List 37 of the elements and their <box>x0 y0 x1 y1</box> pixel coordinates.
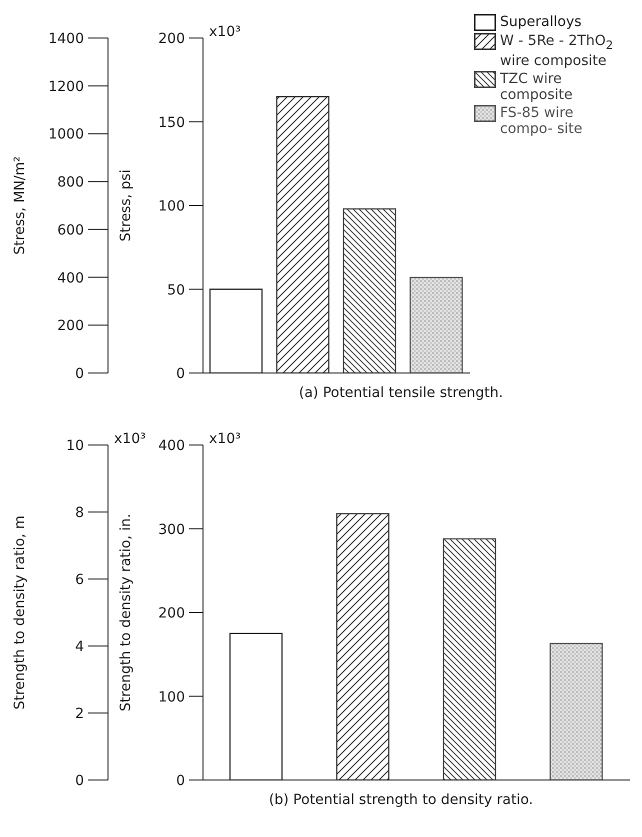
y2-tick-label: 6 <box>75 572 84 588</box>
text: W - 5Re - 2ThO$_{2}$ wire composite <box>500 33 614 69</box>
y2-tick-label: 4 <box>75 639 84 655</box>
y2-tick-label: 1000 <box>48 126 84 143</box>
y2-tick-label: 0 <box>75 773 84 789</box>
y2-axis-title: Strength to density ratio, m <box>12 515 28 710</box>
y2-tick-label: 1400 <box>48 31 84 47</box>
text: (b) Potential strength to density ratio. <box>268 792 534 808</box>
y-axis-title: Strength to density ratio, in. <box>118 514 134 712</box>
y2-tick-label: 0 <box>75 366 84 382</box>
y-tick-label: 200 <box>158 606 185 622</box>
text: (a) Potential tensile strength. <box>298 385 504 401</box>
y2-tick-label: 10 <box>66 438 84 454</box>
y-tick-label: 300 <box>158 522 185 538</box>
y2-tick-label: 200 <box>57 318 84 334</box>
text: x10³ <box>114 431 146 447</box>
y2-tick-label: 400 <box>57 270 84 286</box>
y-tick-label: 0 <box>176 773 185 789</box>
y-tick-label: 150 <box>158 114 185 131</box>
annotation: x10³ <box>209 24 241 40</box>
y2-tick-label: 800 <box>57 174 84 191</box>
text: Superalloys <box>500 14 582 30</box>
y-tick-label: 50 <box>167 282 185 298</box>
y-tick-label: 100 <box>158 198 185 214</box>
y2-tick-label: 600 <box>57 222 84 238</box>
y-axis-title: Stress, psi <box>118 170 134 242</box>
y2-tick-label: 1200 <box>48 78 84 95</box>
text: TZC wire composite <box>500 70 574 103</box>
y2-tick-label: 2 <box>75 706 84 722</box>
text: FS-85 wire compo- site <box>500 104 584 137</box>
y2-tick-label: 8 <box>75 505 84 521</box>
y-tick-label: 0 <box>176 366 185 382</box>
y-tick-label: 200 <box>158 31 185 47</box>
y-tick-label: 400 <box>158 438 185 454</box>
y2-axis-title: Stress, MN/m² <box>12 156 28 255</box>
annotation: x10³ <box>209 431 241 447</box>
y-tick-label: 100 <box>158 689 185 706</box>
